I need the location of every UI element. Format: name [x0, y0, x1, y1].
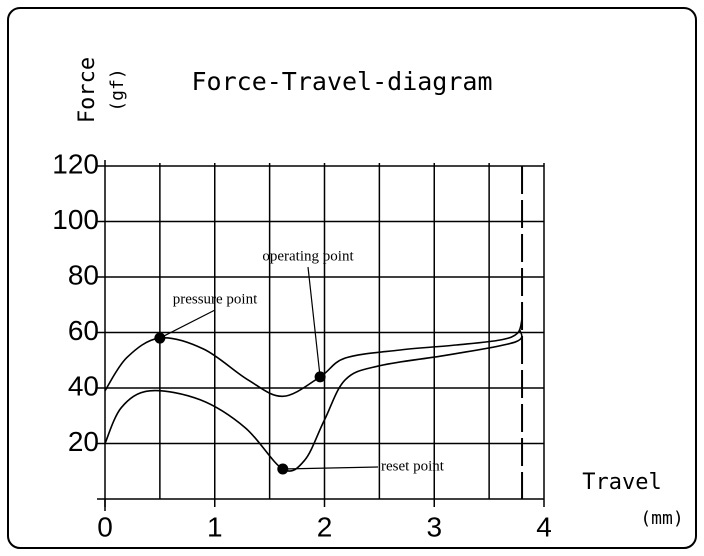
- annotation-label: operating point: [262, 248, 354, 264]
- annotation-label: pressure point: [173, 291, 258, 307]
- x-axis-unit: (mm): [640, 508, 683, 529]
- y-tick-label: 40: [68, 370, 99, 401]
- x-tick-label: 2: [317, 511, 333, 542]
- y-tick-label: 20: [68, 426, 99, 457]
- force-curve: [104, 318, 523, 398]
- x-tick-label: 4: [536, 511, 552, 542]
- x-tick-label: 3: [426, 511, 442, 542]
- chart-title: Force-Travel-diagram: [191, 67, 492, 96]
- annotation-point: [277, 463, 289, 475]
- annotation-leader: [159, 309, 216, 339]
- frame: [7, 7, 697, 549]
- y-tick-label: 120: [52, 148, 99, 179]
- y-tick-label: 60: [68, 315, 99, 346]
- annotation-label: reset point: [381, 458, 445, 474]
- y-tick-label: 80: [68, 259, 99, 290]
- y-axis-label: Force: [75, 57, 100, 123]
- annotation-leader: [307, 266, 321, 377]
- annotation-point: [154, 332, 166, 344]
- force-curve: [104, 329, 523, 472]
- annotation-leader: [282, 466, 379, 470]
- y-tick-label: 100: [52, 204, 99, 235]
- y-axis-unit: (gf): [107, 68, 128, 111]
- x-axis-label: Travel: [582, 470, 661, 495]
- x-tick-label: 0: [97, 511, 113, 542]
- annotation-point: [314, 371, 326, 383]
- x-tick-label: 1: [207, 511, 223, 542]
